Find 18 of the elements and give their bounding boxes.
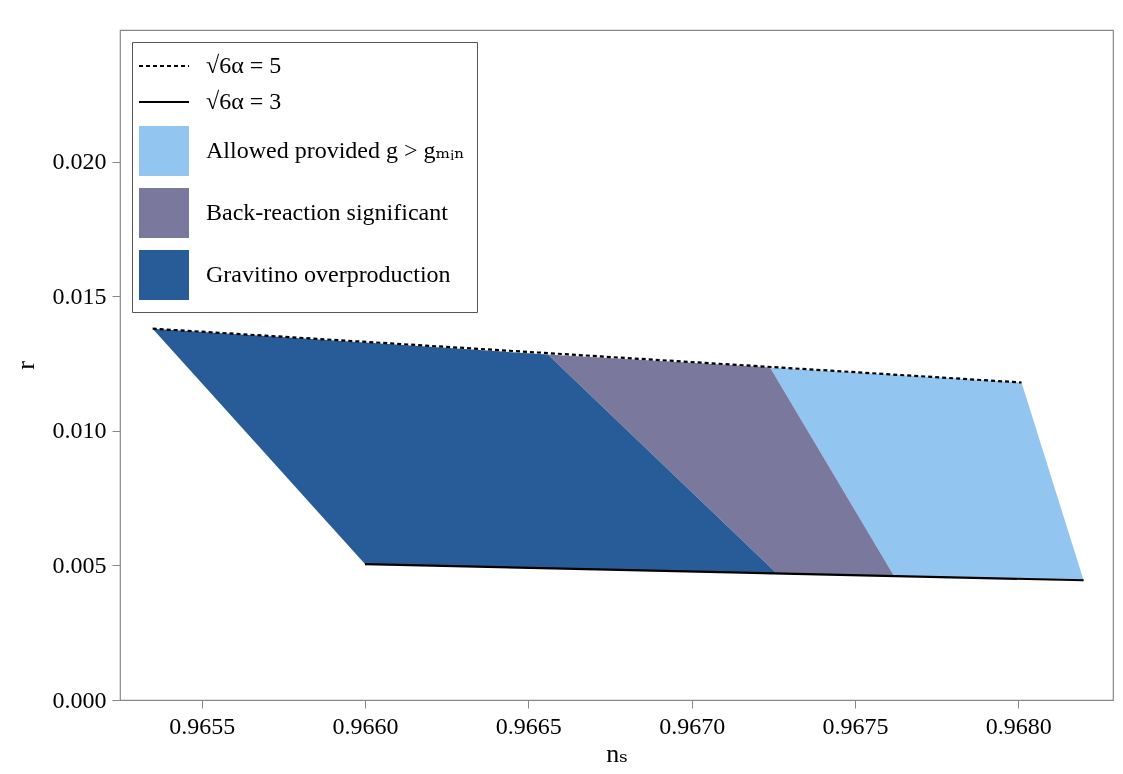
x-tick-label: 0.9680 (985, 712, 1052, 739)
legend-label: √6α = 3 (206, 88, 282, 114)
legend-label: √6α = 5 (206, 52, 282, 78)
x-tick-label: 0.9665 (495, 712, 562, 739)
x-axis-title: nₛ (606, 738, 628, 768)
y-axis-title: r (10, 360, 40, 370)
legend-label: Back-reaction significant (206, 199, 449, 225)
x-tick-label: 0.9670 (659, 712, 726, 739)
y-tick-label: 0.005 (52, 551, 107, 578)
legend-label: Gravitino overproduction (206, 261, 451, 287)
x-tick-label: 0.9655 (169, 712, 236, 739)
x-tick-label: 0.9660 (332, 712, 399, 739)
y-tick-label: 0.020 (52, 148, 107, 175)
x-tick-label: 0.9675 (822, 712, 889, 739)
y-tick-label: 0.015 (52, 282, 107, 309)
legend-label: Allowed provided g > gₘᵢₙ (206, 137, 465, 163)
y-tick-label: 0.010 (52, 417, 107, 444)
y-tick-label: 0.000 (52, 686, 107, 713)
